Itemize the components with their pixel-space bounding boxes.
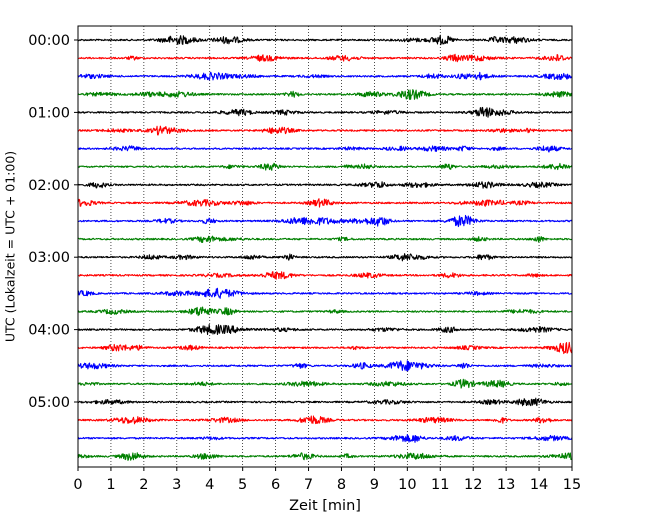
- y-tick-label-0: 00:00: [28, 33, 70, 49]
- trace-19: [77, 360, 573, 372]
- y-tick-label-4: 04:00: [28, 323, 70, 339]
- x-tick-label-13: 13: [497, 477, 515, 493]
- seismogram-traces: [77, 34, 573, 461]
- trace-10: [77, 198, 573, 208]
- x-tick-label-14: 14: [530, 477, 548, 493]
- trace-22: [77, 415, 573, 425]
- trace-21: [77, 397, 573, 407]
- trace-3: [77, 71, 573, 81]
- x-tick-label-12: 12: [464, 477, 482, 493]
- trace-8: [77, 162, 573, 171]
- y-tick-label-3: 03:00: [28, 250, 70, 266]
- trace-2: [77, 53, 573, 63]
- trace-23: [77, 434, 573, 443]
- trace-15: [77, 287, 573, 299]
- y-tick-label-1: 01:00: [28, 105, 70, 121]
- trace-12: [77, 235, 573, 244]
- x-tick-label-15: 15: [563, 477, 581, 493]
- plot-frame: [77, 25, 573, 468]
- x-tick-label-9: 9: [370, 477, 379, 493]
- y-axis-label: UTC (Lokalzeit = UTC + 01:00): [3, 151, 18, 342]
- x-tick-label-7: 7: [304, 477, 313, 493]
- trace-14: [77, 271, 573, 280]
- trace-13: [77, 253, 573, 262]
- x-tick-label-4: 4: [205, 477, 214, 493]
- y-tick-label-2: 02:00: [28, 178, 70, 194]
- trace-17: [77, 324, 573, 336]
- x-axis-ticks: 0 1 2 3 4 5 6 7 8 9 10 11 12 13 14 15: [73, 467, 581, 493]
- trace-7: [77, 145, 573, 153]
- x-tick-label-6: 6: [271, 477, 280, 493]
- x-tick-label-3: 3: [172, 477, 181, 493]
- trace-4: [77, 89, 573, 100]
- trace-18: [77, 341, 573, 355]
- trace-1: [77, 34, 573, 46]
- x-tick-label-11: 11: [431, 477, 449, 493]
- trace-9: [77, 181, 573, 189]
- trace-16: [77, 306, 573, 317]
- x-tick-label-1: 1: [106, 477, 115, 493]
- x-axis-label: Zeit [min]: [289, 498, 361, 514]
- x-tick-label-10: 10: [398, 477, 416, 493]
- trace-6: [77, 125, 573, 136]
- trace-5: [77, 106, 573, 118]
- trace-24: [77, 452, 573, 461]
- x-tick-label-5: 5: [238, 477, 247, 493]
- trace-11: [77, 214, 573, 228]
- trace-20: [77, 378, 573, 389]
- y-tick-label-5: 05:00: [28, 395, 70, 411]
- x-tick-label-8: 8: [337, 477, 346, 493]
- x-tick-label-0: 0: [73, 477, 82, 493]
- x-tick-label-2: 2: [139, 477, 148, 493]
- y-axis-ticks: 00:00 01:00 02:00 03:00 04:00 05:00: [28, 33, 78, 411]
